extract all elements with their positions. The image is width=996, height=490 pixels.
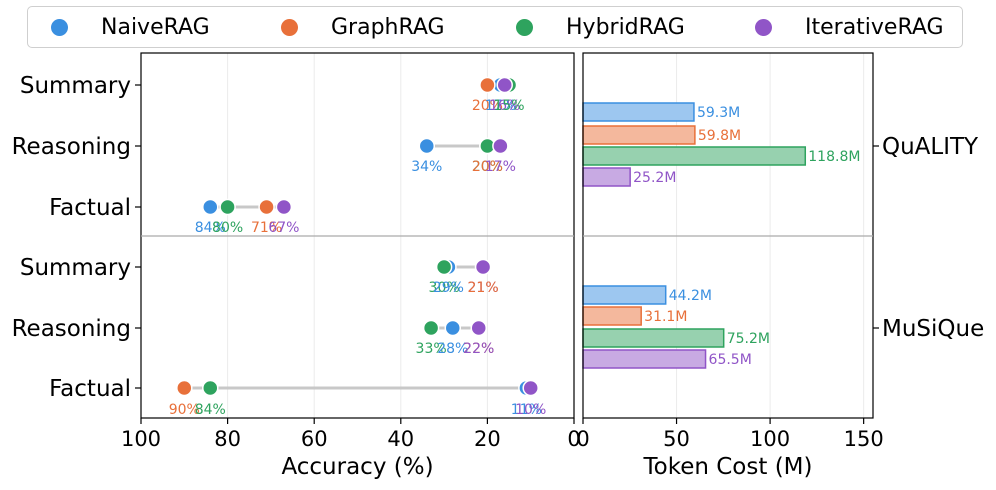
point-graphrag-quality-summary <box>479 76 496 94</box>
point-naiverag-quality-factual <box>202 198 219 216</box>
legend-label: HybridRAG <box>566 14 685 40</box>
bar-hybridrag-musique <box>582 328 725 348</box>
point-naiverag-musique-reasoning <box>444 319 462 337</box>
bar-graphrag-musique <box>582 306 642 326</box>
data-label-iterativerag: 10% <box>515 402 546 418</box>
point-iterativerag-quality-factual <box>275 198 293 216</box>
data-label-graphrag: 71% <box>251 220 282 236</box>
bar-label-graphrag: 31.1M <box>644 309 687 325</box>
point-hybridrag-quality-factual <box>219 198 236 216</box>
legend-item-iterativerag: IterativeRAG <box>755 7 944 47</box>
category-label-summary: Summary <box>20 73 131 99</box>
point-iterativerag-musique-reasoning <box>470 319 487 337</box>
point-iterativerag-musique-summary <box>474 258 492 276</box>
data-label-hybridrag: 30% <box>429 280 460 296</box>
data-label-naiverag: 29% <box>433 280 464 296</box>
data-label-naiverag: 84% <box>195 220 226 236</box>
dataset-label-musique: MuSiQue <box>882 316 984 342</box>
bar-label-naiverag: 44.2M <box>669 288 712 304</box>
dataset-label-quality: QuALITY <box>882 134 979 160</box>
legend-marker-graphrag-icon <box>281 18 298 36</box>
axes-frames <box>140 52 874 419</box>
point-hybridrag-musique-reasoning <box>422 319 440 337</box>
x-tick-label: 0 <box>567 427 580 451</box>
data-label-hybridrag: 20% <box>472 159 503 175</box>
x-tick-label: 100 <box>121 427 161 451</box>
x-tick-label: 100 <box>750 427 790 451</box>
x-tick-label: 0 <box>576 427 589 451</box>
x-tick-label: 20 <box>474 427 501 451</box>
bar-label-graphrag: 59.8M <box>698 128 741 144</box>
bar-label-iterativerag: 25.2M <box>633 170 676 186</box>
axis-ticks <box>135 84 879 424</box>
data-label-graphrag: 20% <box>472 98 503 114</box>
legend-label: NaiveRAG <box>101 14 210 40</box>
data-label-graphrag: 22% <box>463 341 494 357</box>
axis-text: 100 80 60 40 20 00 50 100 150 Summary Reasoning Fac… <box>12 73 985 480</box>
data-label-graphrag: 20% <box>472 159 503 175</box>
x-axis-title-accuracy: Accuracy (%) <box>281 454 433 480</box>
legend-marker-naiverag-icon <box>51 18 68 36</box>
point-iterativerag-musique-factual <box>522 379 539 397</box>
data-label-iterativerag: 22% <box>463 341 494 357</box>
data-label-iterativerag: 16% <box>489 98 520 114</box>
data-label-iterativerag: 17% <box>485 159 516 175</box>
data-label-iterativerag: 67% <box>268 220 299 236</box>
x-tick-label: 150 <box>844 427 884 451</box>
bar-graphrag-quality <box>582 125 696 145</box>
category-label-reasoning: Reasoning <box>12 134 131 160</box>
cost-value-labels: 59.3M 59.8M 118.8M 25.2M 44.2M 31.1M 75.2M 65.5… <box>633 105 860 368</box>
category-label-factual: Factual <box>49 376 131 402</box>
data-label-naiverag: 34% <box>411 159 442 175</box>
data-label-naiverag: 28% <box>437 341 468 357</box>
data-label-iterativerag: 21% <box>468 280 499 296</box>
point-graphrag-musique-factual <box>176 379 193 397</box>
bar-iterativerag-quality <box>582 167 631 187</box>
bar-label-hybridrag: 118.8M <box>808 149 860 165</box>
legend-item-naiverag: NaiveRAG <box>51 7 210 47</box>
bar-label-iterativerag: 65.5M <box>709 352 752 368</box>
x-tick-label: 40 <box>387 427 414 451</box>
accuracy-value-labels: 20%17%16%15%34% 20%20%17%84%80% 71%67%30%2… <box>169 98 547 418</box>
bar-naiverag-quality <box>582 102 695 122</box>
accuracy-points <box>176 76 539 397</box>
legend-item-graphrag: GraphRAG <box>281 7 445 47</box>
bar-label-hybridrag: 75.2M <box>727 331 770 347</box>
x-tick-label: 80 <box>214 427 241 451</box>
data-label-hybridrag: 84% <box>195 402 226 418</box>
point-iterativerag-quality-summary <box>496 76 513 94</box>
bar-label-naiverag: 59.3M <box>697 105 740 121</box>
point-iterativerag-quality-reasoning <box>492 137 509 155</box>
bar-hybridrag-quality <box>582 146 807 166</box>
point-hybridrag-musique-factual <box>202 379 219 397</box>
point-naiverag-quality-reasoning <box>418 137 436 155</box>
data-label-hybridrag: 33% <box>416 341 447 357</box>
category-label-reasoning: Reasoning <box>12 316 131 342</box>
data-label-graphrag: 90% <box>169 402 200 418</box>
x-tick-label: 50 <box>663 427 690 451</box>
data-label-hybridrag: 15% <box>493 98 524 114</box>
legend-marker-hybridrag-icon <box>516 18 533 36</box>
data-label-naiverag: 11% <box>511 402 542 418</box>
data-label-graphrag: 21% <box>468 280 499 296</box>
bar-naiverag-musique <box>582 285 667 305</box>
x-axis-title-token-cost: Token Cost (M) <box>643 454 813 480</box>
category-label-summary: Summary <box>20 255 131 281</box>
category-label-factual: Factual <box>49 195 131 221</box>
legend: NaiveRAG GraphRAG HybridRAG IterativeRAG <box>27 6 963 48</box>
bar-iterativerag-musique <box>582 349 707 369</box>
point-graphrag-quality-factual <box>258 198 275 216</box>
legend-item-hybridrag: HybridRAG <box>516 7 685 47</box>
legend-label: GraphRAG <box>331 14 445 40</box>
data-label-naiverag: 17% <box>485 98 516 114</box>
legend-label: IterativeRAG <box>805 14 944 40</box>
point-hybridrag-musique-summary <box>435 258 453 276</box>
x-tick-label: 60 <box>301 427 328 451</box>
data-label-hybridrag: 80% <box>212 220 243 236</box>
legend-marker-iterativerag-icon <box>755 18 772 36</box>
